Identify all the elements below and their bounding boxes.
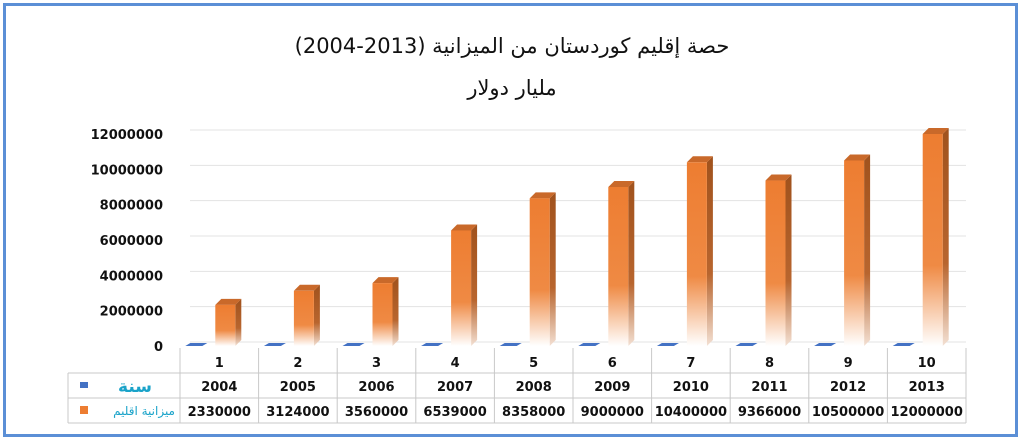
x-tick-label: 5 (529, 356, 538, 371)
legend-label-year: سنة (118, 377, 152, 397)
table-cell-year: 2006 (358, 380, 394, 395)
legend-swatch-budget (80, 406, 88, 414)
budget-bar-top (922, 128, 949, 134)
chart-subtitle: مليار دولار (466, 76, 556, 100)
budget-bar-top (844, 154, 871, 161)
budget-bar-side (942, 128, 949, 346)
budget-bar-side (864, 154, 871, 346)
x-tick-label: 8 (765, 356, 774, 371)
year-bar (263, 343, 286, 346)
x-tick-label: 9 (844, 356, 853, 371)
data-table: 1 2 3 4 5 6 7 8 9 10 سنة ميزانية اقليم 2004 2005 2006 2… (67, 348, 967, 424)
bars (185, 128, 949, 346)
x-tick-label: 7 (686, 356, 695, 371)
table-cell-budget: 2330000 (188, 405, 251, 420)
budget-bar-top (529, 192, 556, 199)
table-cell-year: 2005 (280, 380, 316, 395)
x-tick-label: 6 (608, 356, 617, 371)
year-bar (421, 343, 444, 346)
table-cell-budget: 3560000 (345, 405, 408, 420)
budget-bar-side (392, 277, 399, 346)
budget-bar (686, 162, 707, 346)
year-bar (892, 343, 915, 346)
budget-bar (922, 134, 943, 346)
x-tick-label: 10 (918, 356, 936, 371)
year-bar (499, 343, 522, 346)
legend-swatch-year (80, 382, 88, 388)
year-bar (578, 343, 601, 346)
x-tick-label: 3 (372, 356, 381, 371)
table-cell-year: 2011 (751, 380, 787, 395)
x-tick-label: 4 (451, 356, 460, 371)
year-bar (342, 343, 365, 346)
year-bar (185, 343, 208, 346)
budget-bar-side (313, 284, 320, 346)
year-bar (656, 343, 679, 346)
legend-label-budget: ميزانية اقليم (113, 404, 175, 419)
table-cell-year: 2008 (516, 380, 552, 395)
table-cell-budget: 6539000 (423, 405, 486, 420)
budget-bar (765, 180, 786, 346)
table-cell-budget: 10500000 (812, 405, 884, 420)
year-bar (735, 343, 758, 346)
budget-bar-top (765, 174, 792, 181)
budget-bar-side (785, 174, 792, 346)
table-cell-year: 2007 (437, 380, 473, 395)
table-cell-year: 2012 (830, 380, 866, 395)
budget-bar (451, 230, 472, 346)
budget-bar (529, 198, 550, 346)
table-cell-year: 2004 (201, 380, 237, 395)
budget-bar-top (293, 284, 320, 291)
budget-bar-top (215, 298, 242, 305)
y-tick-label: 4000000 (100, 269, 163, 284)
budget-bar (215, 304, 236, 346)
budget-bar-top (451, 224, 478, 231)
budget-bar-top (608, 181, 635, 187)
budget-bar (608, 187, 629, 346)
table-cell-budget: 3124000 (266, 405, 329, 420)
y-tick-label: 8000000 (100, 199, 163, 214)
table-cell-year: 2013 (909, 380, 945, 395)
budget-bar-side (235, 298, 242, 346)
table-cell-budget: 9366000 (738, 405, 801, 420)
y-axis: 0 2000000 4000000 6000000 8000000 10000000 120… (91, 128, 163, 355)
chart-title: حصة إقليم كوردستان من الميزانية (2013-20… (295, 34, 730, 59)
budget-bar (844, 160, 865, 346)
budget-bar (293, 290, 314, 346)
budget-bar-side (706, 156, 713, 346)
budget-bar-top (372, 277, 399, 284)
table-cell-year: 2009 (594, 380, 630, 395)
x-tick-label: 1 (215, 356, 224, 371)
table-cell-year: 2010 (673, 380, 709, 395)
budget-bar-side (471, 224, 478, 346)
y-tick-label: 2000000 (100, 305, 163, 320)
table-cell-budget: 9000000 (581, 405, 644, 420)
table-cell-budget: 12000000 (891, 405, 963, 420)
y-tick-label: 12000000 (91, 128, 163, 143)
y-tick-label: 0 (154, 340, 163, 355)
table-cell-budget: 10400000 (655, 405, 727, 420)
budget-bar-side (628, 181, 635, 346)
budget-bar-top (686, 156, 713, 163)
y-tick-label: 6000000 (100, 234, 163, 249)
x-tick-label: 2 (293, 356, 302, 371)
year-bar (814, 343, 837, 346)
y-tick-label: 10000000 (91, 163, 163, 178)
budget-bar-side (549, 192, 556, 346)
budget-bar (372, 283, 393, 346)
table-cell-budget: 8358000 (502, 405, 565, 420)
